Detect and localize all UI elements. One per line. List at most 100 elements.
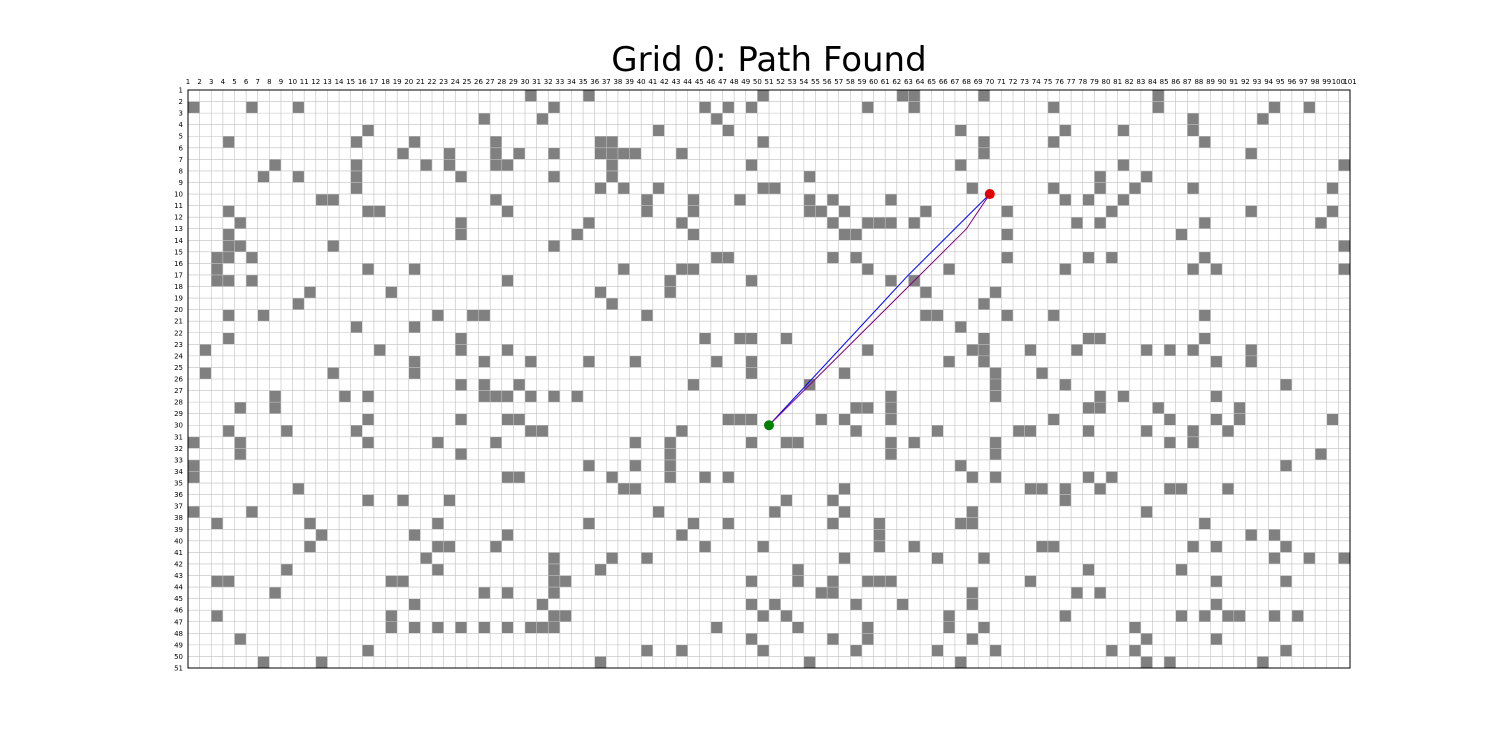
x-tick-label: 99: [1322, 78, 1331, 86]
obstacle-cell: [1071, 217, 1083, 229]
x-tick-label: 70: [985, 78, 994, 86]
x-tick-label: 45: [695, 78, 704, 86]
obstacle-cell: [524, 355, 537, 368]
x-tick-label: 96: [1287, 78, 1296, 86]
x-tick-label: 40: [637, 78, 646, 86]
obstacle-cell: [1338, 263, 1350, 275]
x-tick-label: 14: [335, 78, 344, 86]
obstacle-cell: [594, 286, 607, 299]
obstacle-cell: [1094, 587, 1106, 599]
obstacle-cell: [432, 563, 444, 576]
obstacle-cell: [246, 274, 258, 287]
obstacle-cell: [629, 483, 642, 495]
obstacle-cell: [827, 194, 839, 206]
obstacle-cell: [885, 402, 897, 414]
obstacle-cell: [501, 587, 514, 599]
obstacle-cell: [548, 390, 560, 403]
x-tick-label: 41: [648, 78, 657, 86]
obstacle-cell: [548, 552, 560, 564]
obstacle-cell: [920, 309, 932, 322]
x-tick-label: 79: [1090, 78, 1099, 86]
obstacle-cell: [885, 413, 897, 426]
obstacle-cell: [885, 217, 897, 229]
x-tick-label: 22: [428, 78, 437, 86]
obstacle-cell: [501, 159, 514, 171]
obstacle-cell: [478, 587, 491, 599]
obstacle-cell: [1001, 309, 1014, 322]
obstacle-cell: [757, 610, 769, 622]
obstacle-cell: [1059, 263, 1072, 275]
x-tick-label: 46: [706, 78, 715, 86]
obstacle-cell: [722, 101, 735, 114]
y-tick-label: 6: [179, 144, 184, 152]
obstacle-cell: [908, 436, 921, 449]
obstacle-cell: [676, 217, 688, 229]
obstacle-cell: [1117, 159, 1130, 171]
obstacle-cell: [792, 621, 804, 634]
x-tick-label: 77: [1067, 78, 1076, 86]
obstacle-cell: [757, 90, 769, 102]
x-tick-labels: 1 2 3 4 5 6 7 8 9 10 11 12 13 14 15 16 17 18 19 20 21 22 23 24 2…: [186, 78, 1357, 86]
obstacle-cell: [943, 621, 955, 634]
obstacle-cell: [432, 436, 444, 449]
obstacle-cell: [571, 228, 584, 241]
obstacle-cell: [676, 529, 688, 541]
obstacle-cell: [1198, 517, 1211, 530]
y-tick-label: 46: [174, 607, 183, 615]
obstacle-cell: [641, 552, 653, 564]
obstacle-cell: [1326, 182, 1339, 195]
x-tick-label: 47: [718, 78, 727, 86]
y-tick-label: 16: [174, 260, 183, 268]
obstacle-cell: [850, 251, 862, 264]
obstacle-cell: [1071, 587, 1083, 599]
obstacle-cell: [861, 633, 874, 645]
obstacle-cell: [931, 552, 944, 564]
obstacle-cell: [664, 471, 677, 484]
obstacle-cell: [1187, 344, 1199, 356]
x-tick-label: 11: [300, 78, 309, 86]
y-tick-label: 25: [174, 364, 183, 372]
obstacle-cell: [1280, 644, 1292, 657]
obstacle-cell: [989, 644, 1002, 657]
obstacle-cell: [1024, 575, 1037, 588]
x-tick-label: 12: [311, 78, 320, 86]
obstacle-cell: [559, 575, 572, 588]
obstacle-cell: [304, 517, 316, 530]
obstacle-cell: [757, 182, 769, 195]
obstacle-cell: [722, 413, 735, 426]
obstacle-cell: [676, 644, 688, 657]
x-tick-label: 75: [1043, 78, 1052, 86]
obstacle-cell: [1268, 529, 1281, 541]
obstacle-cell: [490, 194, 502, 206]
obstacle-cell: [1152, 402, 1165, 414]
path-line: [768, 193, 991, 426]
obstacle-cell: [188, 506, 200, 518]
y-tick-label: 22: [174, 329, 183, 337]
obstacle-cell: [989, 286, 1002, 299]
y-tick-label: 39: [174, 526, 183, 534]
obstacle-cell: [408, 355, 421, 368]
obstacle-cell: [432, 309, 444, 322]
obstacle-cell: [280, 425, 293, 437]
obstacle-cell: [1117, 390, 1130, 403]
obstacle-cell: [629, 459, 642, 472]
obstacle-cell: [838, 413, 851, 426]
y-tick-label: 41: [174, 549, 183, 557]
obstacle-cell: [490, 436, 502, 449]
obstacle-cell: [873, 529, 886, 541]
obstacle-cell: [1082, 471, 1095, 484]
obstacle-cell: [1082, 194, 1095, 206]
obstacle-cell: [606, 298, 618, 310]
obstacle-cell: [443, 159, 456, 171]
obstacle-cell: [931, 425, 944, 437]
obstacle-cell: [1280, 379, 1292, 391]
obstacle-cell: [908, 540, 921, 553]
obstacle-cell: [1222, 425, 1234, 437]
y-tick-label: 15: [174, 248, 183, 256]
x-tick-label: 74: [1032, 78, 1041, 86]
obstacle-cell: [989, 436, 1002, 449]
obstacle-cell: [420, 552, 433, 564]
x-tick-label: 16: [358, 78, 367, 86]
x-tick-label: 25: [462, 78, 471, 86]
obstacle-cell: [478, 113, 491, 125]
